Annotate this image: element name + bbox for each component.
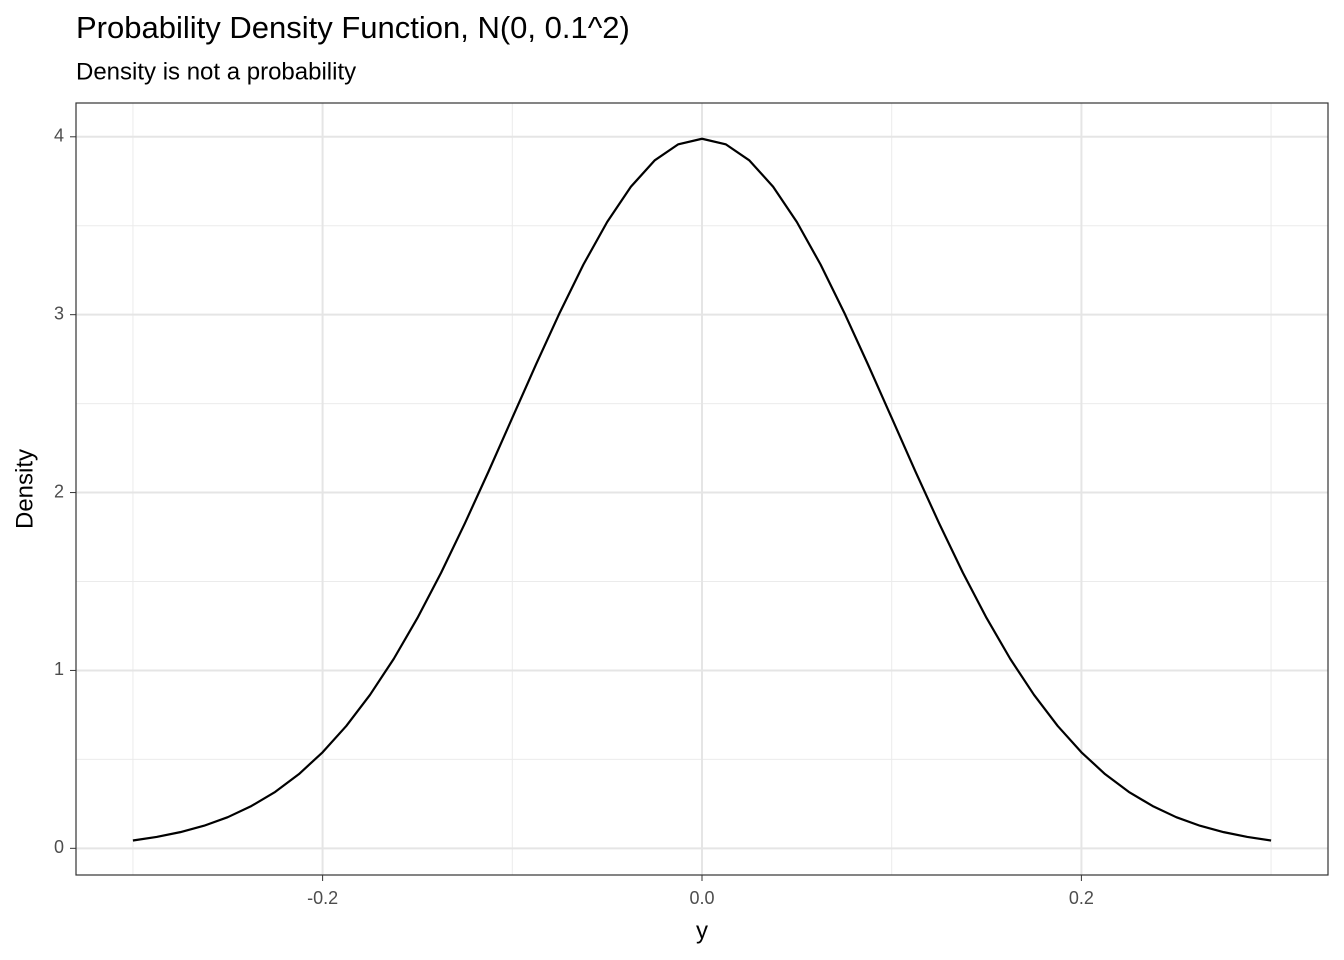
y-tick-label: 2 bbox=[54, 481, 64, 501]
chart-subtitle: Density is not a probability bbox=[76, 58, 356, 85]
y-tick-label: 0 bbox=[54, 837, 64, 857]
x-axis-label: y bbox=[696, 917, 708, 944]
x-tick-label: 0.2 bbox=[1069, 888, 1094, 908]
x-tick-label: 0.0 bbox=[689, 888, 714, 908]
plot-border bbox=[75, 102, 1329, 876]
y-axis-label: Density bbox=[11, 449, 38, 529]
x-tick-label: -0.2 bbox=[307, 888, 338, 908]
y-tick-label: 1 bbox=[54, 659, 64, 679]
y-tick-label: 3 bbox=[54, 303, 64, 323]
y-tick-label: 4 bbox=[54, 126, 64, 146]
density-line bbox=[132, 137, 1272, 842]
chart-title: Probability Density Function, N(0, 0.1^2… bbox=[76, 10, 630, 45]
